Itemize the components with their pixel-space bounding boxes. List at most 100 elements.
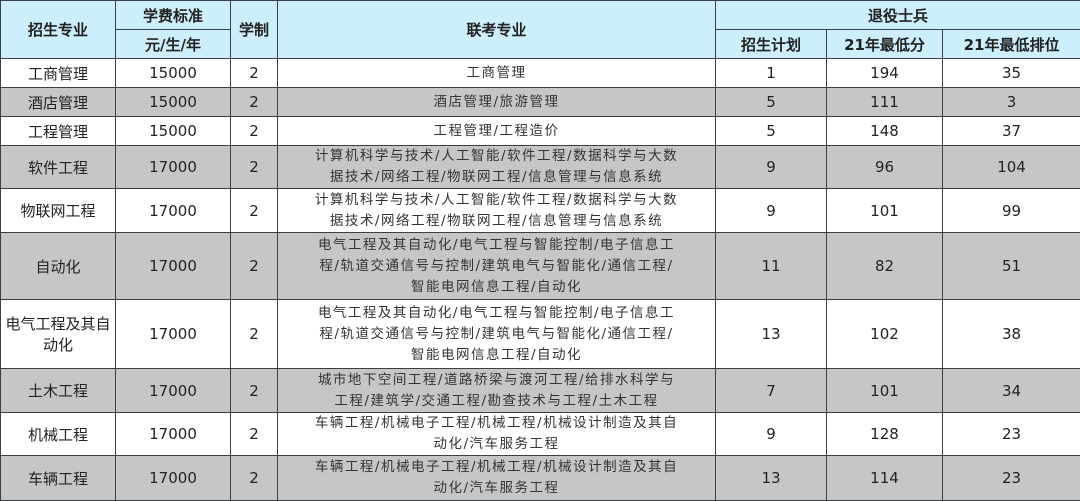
plan-cell: 5: [716, 88, 827, 117]
min-rank-cell: 99: [943, 189, 1080, 233]
exam-majors-line: 工程管理/工程造价: [278, 121, 715, 142]
min-rank-cell: 23: [943, 456, 1080, 501]
exam-majors-line: 工程/建筑学/交通工程/勘查技术与工程/土木工程: [278, 391, 715, 412]
major-cell: 土木工程: [1, 369, 116, 413]
exam-majors-cell: 车辆工程/机械电子工程/机械工程/机械设计制造及其自动化/汽车服务工程: [278, 456, 716, 501]
fee-cell: 15000: [116, 117, 231, 146]
exam-majors-cell: 工程管理/工程造价: [278, 117, 716, 146]
exam-majors-line: 车辆工程/机械电子工程/机械工程/机械设计制造及其自: [278, 457, 715, 478]
header-veterans: 退役士兵: [716, 1, 1080, 30]
major-cell: 工程管理: [1, 117, 116, 146]
exam-majors-line: 城市地下空间工程/道路桥梁与渡河工程/给排水科学与: [278, 370, 715, 391]
min-score-cell: 102: [827, 300, 943, 369]
header-min-score: 21年最低分: [827, 30, 943, 59]
exam-majors-cell: 城市地下空间工程/道路桥梁与渡河工程/给排水科学与工程/建筑学/交通工程/勘查技…: [278, 369, 716, 413]
plan-cell: 5: [716, 117, 827, 146]
min-score-cell: 101: [827, 189, 943, 233]
header-years: 学制: [231, 1, 278, 59]
plan-cell: 13: [716, 300, 827, 369]
exam-majors-line: 智能电网信息工程/自动化: [278, 345, 715, 366]
header-exam-majors: 联考专业: [278, 1, 716, 59]
min-rank-cell: 23: [943, 413, 1080, 456]
min-score-cell: 101: [827, 369, 943, 413]
min-score-cell: 194: [827, 59, 943, 88]
min-score-cell: 114: [827, 456, 943, 501]
exam-majors-line: 智能电网信息工程/自动化: [278, 277, 715, 298]
plan-cell: 11: [716, 233, 827, 300]
fee-cell: 17000: [116, 233, 231, 300]
exam-majors-line: 电气工程及其自动化/电气工程与智能控制/电子信息工: [278, 235, 715, 256]
header-min-rank: 21年最低排位: [943, 30, 1080, 59]
exam-majors-line: 计算机科学与技术/人工智能/软件工程/数据科学与大数: [278, 190, 715, 211]
fee-cell: 17000: [116, 146, 231, 189]
fee-cell: 17000: [116, 456, 231, 501]
plan-cell: 9: [716, 189, 827, 233]
exam-majors-line: 动化/汽车服务工程: [278, 434, 715, 455]
plan-cell: 9: [716, 413, 827, 456]
major-cell: 工商管理: [1, 59, 116, 88]
exam-majors-line: 计算机科学与技术/人工智能/软件工程/数据科学与大数: [278, 146, 715, 167]
exam-majors-line: 程/轨道交通信号与控制/建筑电气与智能化/通信工程/: [278, 256, 715, 277]
min-rank-cell: 38: [943, 300, 1080, 369]
min-rank-cell: 104: [943, 146, 1080, 189]
exam-majors-line: 程/轨道交通信号与控制/建筑电气与智能化/通信工程/: [278, 324, 715, 345]
exam-majors-cell: 计算机科学与技术/人工智能/软件工程/数据科学与大数据技术/网络工程/物联网工程…: [278, 189, 716, 233]
years-cell: 2: [231, 88, 278, 117]
major-cell: 自动化: [1, 233, 116, 300]
exam-majors-line: 电气工程及其自动化/电气工程与智能控制/电子信息工: [278, 303, 715, 324]
header-plan: 招生计划: [716, 30, 827, 59]
major-cell: 电气工程及其自动化: [1, 300, 116, 369]
major-cell: 酒店管理: [1, 88, 116, 117]
exam-majors-cell: 酒店管理/旅游管理: [278, 88, 716, 117]
exam-majors-cell: 计算机科学与技术/人工智能/软件工程/数据科学与大数据技术/网络工程/物联网工程…: [278, 146, 716, 189]
years-cell: 2: [231, 456, 278, 501]
plan-cell: 9: [716, 146, 827, 189]
years-cell: 2: [231, 300, 278, 369]
exam-majors-line: 据技术/网络工程/物联网工程/信息管理与信息系统: [278, 211, 715, 232]
fee-cell: 17000: [116, 189, 231, 233]
major-cell: 物联网工程: [1, 189, 116, 233]
exam-majors-cell: 电气工程及其自动化/电气工程与智能控制/电子信息工程/轨道交通信号与控制/建筑电…: [278, 300, 716, 369]
min-rank-cell: 34: [943, 369, 1080, 413]
min-rank-cell: 3: [943, 88, 1080, 117]
exam-majors-cell: 车辆工程/机械电子工程/机械工程/机械设计制造及其自动化/汽车服务工程: [278, 413, 716, 456]
header-major: 招生专业: [1, 1, 116, 59]
min-score-cell: 111: [827, 88, 943, 117]
min-score-cell: 148: [827, 117, 943, 146]
fee-cell: 17000: [116, 369, 231, 413]
exam-majors-line: 酒店管理/旅游管理: [278, 92, 715, 113]
years-cell: 2: [231, 189, 278, 233]
exam-majors-line: 动化/汽车服务工程: [278, 478, 715, 499]
fee-cell: 17000: [116, 413, 231, 456]
fee-cell: 15000: [116, 59, 231, 88]
min-score-cell: 96: [827, 146, 943, 189]
years-cell: 2: [231, 233, 278, 300]
plan-cell: 13: [716, 456, 827, 501]
major-cell: 车辆工程: [1, 456, 116, 501]
fee-cell: 15000: [116, 88, 231, 117]
years-cell: 2: [231, 369, 278, 413]
years-cell: 2: [231, 146, 278, 189]
plan-cell: 7: [716, 369, 827, 413]
min-score-cell: 82: [827, 233, 943, 300]
plan-cell: 1: [716, 59, 827, 88]
years-cell: 2: [231, 117, 278, 146]
exam-majors-line: 车辆工程/机械电子工程/机械工程/机械设计制造及其自: [278, 413, 715, 434]
years-cell: 2: [231, 59, 278, 88]
min-score-cell: 128: [827, 413, 943, 456]
major-cell: 软件工程: [1, 146, 116, 189]
min-rank-cell: 51: [943, 233, 1080, 300]
exam-majors-cell: 电气工程及其自动化/电气工程与智能控制/电子信息工程/轨道交通信号与控制/建筑电…: [278, 233, 716, 300]
min-rank-cell: 37: [943, 117, 1080, 146]
min-rank-cell: 35: [943, 59, 1080, 88]
